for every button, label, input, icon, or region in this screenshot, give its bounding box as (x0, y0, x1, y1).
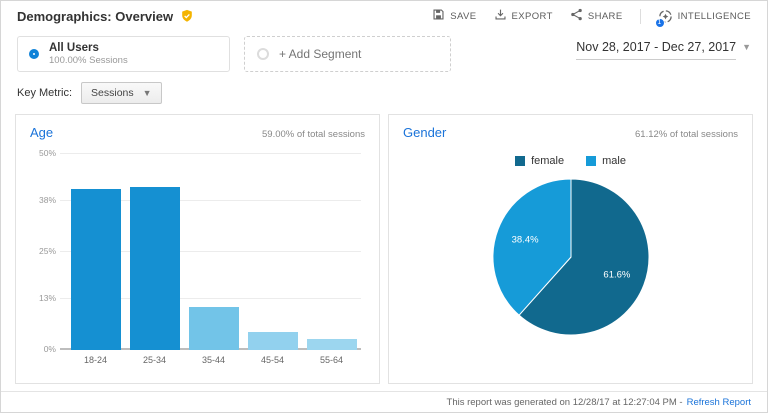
export-label: EXPORT (511, 10, 553, 22)
intelligence-icon: 1 (654, 9, 673, 28)
gender-panel-header: Gender 61.12% of total sessions (403, 125, 738, 140)
gender-legend: female male (403, 155, 738, 167)
save-button[interactable]: SAVE (432, 8, 476, 24)
age-bar-chart: 0% 13% 25% 38% 50% 18-24 25-34 35-44 45-54 55-64 (30, 148, 365, 365)
share-button[interactable]: SHARE (570, 8, 623, 24)
y-tick-25%: 25% (38, 246, 56, 256)
age-x-labels: 18-24 25-34 35-44 45-54 55-64 (66, 355, 361, 365)
x-label-25-34: 25-34 (142, 355, 167, 365)
legend-item-male[interactable]: male (586, 155, 626, 167)
gender-panel: Gender 61.12% of total sessions female ma… (388, 114, 753, 384)
save-label: SAVE (450, 10, 477, 22)
report-content: Age 59.00% of total sessions 0% 13% 25% 38%… (1, 112, 767, 384)
bar-35-44[interactable] (188, 306, 239, 350)
share-icon (570, 8, 583, 24)
report-generated-text: This report was generated on 12/28/17 at… (446, 397, 683, 408)
refresh-report-link[interactable]: Refresh Report (686, 397, 751, 408)
gridline-38 (60, 200, 361, 202)
pie-slice-male[interactable] (492, 178, 571, 316)
export-icon (494, 8, 507, 24)
intelligence-badge: 1 (654, 17, 665, 28)
segment-row: All Users 100.00% Sessions + Add Segment… (1, 29, 767, 81)
dropdown-caret-icon: ▼ (142, 88, 152, 98)
date-range-text: Nov 28, 2017 - Dec 27, 2017 (576, 40, 737, 60)
segment-subtitle: 100.00% Sessions (49, 55, 128, 67)
legend-item-female[interactable]: female (515, 155, 564, 167)
gender-panel-title-link[interactable]: Gender (403, 125, 447, 140)
age-bars (66, 154, 361, 350)
dropdown-caret-icon: ▼ (742, 42, 751, 52)
segment-title: All Users (49, 41, 99, 54)
export-button[interactable]: EXPORT (494, 8, 553, 24)
legend-label-female: female (531, 155, 565, 167)
bar-25-34[interactable] (129, 187, 180, 350)
all-users-segment-icon (29, 49, 39, 59)
save-icon (432, 8, 445, 24)
x-label-45-54: 45-54 (260, 355, 285, 365)
age-panel-title-link[interactable]: Age (30, 125, 54, 140)
intelligence-button[interactable]: 1 INTELLIGENCE (654, 9, 751, 28)
toolbar: SAVE EXPORT SHARE 1 INTELLIGENCE (432, 8, 751, 28)
x-label-35-44: 35-44 (201, 355, 226, 365)
key-metric-label: Key Metric: (17, 87, 73, 99)
gender-panel-total: 61.12% of total sessions (635, 129, 738, 140)
toolbar-divider (639, 8, 641, 24)
page-title: Demographics: Overview (17, 8, 174, 24)
gender-pie-svg: 61.6% 38.4% (492, 178, 650, 336)
intelligence-label: INTELLIGENCE (677, 10, 751, 22)
legend-label-male: male (602, 155, 626, 167)
legend-swatch-male (586, 156, 597, 166)
x-label-55-64: 55-64 (319, 355, 344, 365)
segment-all-users[interactable]: All Users 100.00% Sessions (17, 36, 230, 72)
pie-label-female: 61.6% (603, 270, 630, 281)
legend-swatch-female (515, 156, 526, 166)
y-tick-0%: 0% (43, 344, 56, 354)
add-segment-button[interactable]: + Add Segment (244, 36, 451, 72)
y-tick-13%: 13% (38, 293, 56, 304)
bar-55-64[interactable] (306, 339, 357, 350)
age-bar-plot: 0% 13% 25% 38% 50% (39, 148, 361, 354)
bar-45-54[interactable] (247, 332, 298, 350)
key-metric-select[interactable]: Sessions ▼ (81, 82, 162, 104)
gridline-50 (60, 153, 361, 154)
y-tick-38%: 38% (38, 195, 56, 206)
report-footer: This report was generated on 12/28/17 at… (1, 391, 767, 412)
add-segment-label: + Add Segment (279, 47, 362, 61)
x-label-18-24: 18-24 (83, 355, 108, 365)
gridline-25 (60, 251, 361, 252)
gridline-13 (60, 298, 361, 300)
age-panel-header: Age 59.00% of total sessions (30, 125, 365, 140)
bar-18-24[interactable] (70, 189, 121, 350)
verified-badge-icon (180, 9, 194, 23)
gender-pie-wrap: 61.6% 38.4% (403, 177, 738, 337)
key-metric-row: Key Metric: Sessions ▼ (1, 81, 767, 112)
age-panel: Age 59.00% of total sessions 0% 13% 25% 38%… (15, 114, 380, 384)
title-bar: Demographics: Overview SAVE EXPORT SHARE (1, 1, 767, 29)
add-segment-icon (257, 48, 269, 60)
age-panel-total: 59.00% of total sessions (262, 129, 365, 140)
date-range-selector[interactable]: Nov 28, 2017 - Dec 27, 2017 ▼ (576, 40, 751, 60)
pie-label-male: 38.4% (511, 235, 538, 246)
key-metric-value: Sessions (91, 87, 134, 99)
y-tick-50%: 50% (38, 148, 56, 158)
pie-slice-female[interactable] (517, 178, 650, 336)
share-label: SHARE (587, 10, 623, 22)
